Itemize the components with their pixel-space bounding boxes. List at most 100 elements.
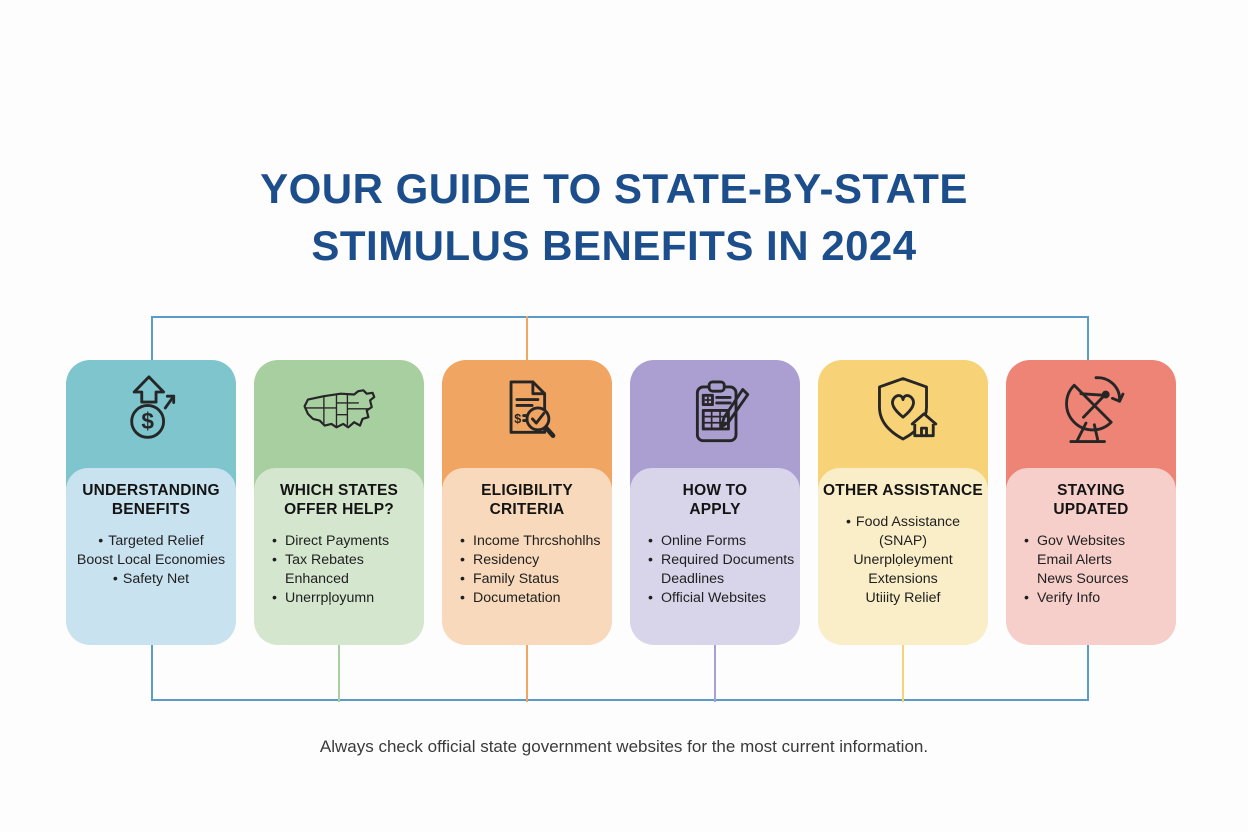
card-list: • Targeted Relief Boost Local Economies •… xyxy=(66,532,236,589)
bullet-marker: • xyxy=(460,552,465,568)
page-title-line1: YOUR GUIDE TO STATE-BY-STATE xyxy=(260,165,968,212)
card-eligibility-criteria: $ ELIGIBILITY CRITERIA • Income Thrcshohl… xyxy=(442,360,612,645)
list-item-text: Unerrpļoyumn xyxy=(285,590,375,606)
list-item: • Food Assistance xyxy=(820,513,986,532)
card-title: STAYING UPDATED xyxy=(1010,481,1172,519)
bullet-marker: • xyxy=(648,590,653,606)
bullet-marker: • xyxy=(648,552,653,568)
card-title: HOW TO APPLY xyxy=(634,481,796,519)
money-growth-icon: $ xyxy=(130,375,176,439)
connector-stub-bottom-states xyxy=(338,645,340,702)
bullet-marker: • xyxy=(272,590,277,606)
card-title-line: UNDERSTANDING xyxy=(82,482,220,499)
document-magnifier-icon: $ xyxy=(509,380,556,438)
connector-stub-bottom-apply xyxy=(714,645,716,702)
list-item: • Targeted Relief xyxy=(68,532,234,551)
card-how-to-apply: HOW TO APPLY • Online Forms • Required Doc… xyxy=(630,360,800,645)
card-which-states-offer-help: WHICH STATES OFFER HELP? • Direct Payment… xyxy=(254,360,424,645)
bullet-marker: • xyxy=(845,514,851,530)
card-body: HOW TO APPLY • Online Forms • Required Doc… xyxy=(630,468,800,645)
list-item: • Income Thrcshohlhs xyxy=(460,532,609,551)
card-title: UNDERSTANDING BENEFITS xyxy=(70,481,232,519)
footer-disclaimer: Always check official state government w… xyxy=(319,737,929,756)
shield-heart-house-icon xyxy=(878,377,938,441)
list-item-text: Safety Net xyxy=(122,571,190,587)
list-item-text: Verify Info xyxy=(1037,590,1101,606)
list-item: Enhanced xyxy=(272,570,421,589)
card-title: OTHER ASSISTANCE xyxy=(822,481,984,500)
card-body: UNDERSTANDING BENEFITS • Targeted Relief … xyxy=(66,468,236,645)
list-item: Boost Local Economies xyxy=(68,551,234,570)
bullet-marker: • xyxy=(1024,590,1029,606)
card-staying-updated: STAYING UPDATED • Gov Websites Email Aler… xyxy=(1006,360,1176,645)
list-item-text: Online Forms xyxy=(661,533,747,549)
list-item: • Official Websites xyxy=(648,589,797,608)
list-item: • Online Forms xyxy=(648,532,797,551)
list-item-text: Gov Websites xyxy=(1037,533,1126,549)
card-title-line: CRITERIA xyxy=(489,501,565,518)
card-title: ELIGIBILITY CRITERIA xyxy=(446,481,608,519)
list-item: • Verify Info xyxy=(1024,589,1173,608)
list-item: • Family Status xyxy=(460,570,609,589)
card-understanding-benefits: $ UNDERSTANDING BENEFITS • Targeted Relie… xyxy=(66,360,236,645)
svg-text:$: $ xyxy=(141,408,154,434)
list-item: • Unerrpļoyumn xyxy=(272,589,421,608)
connector-stub-bottom-eligibility xyxy=(526,645,528,702)
card-title-line: UPDATED xyxy=(1053,501,1129,518)
bullet-marker: • xyxy=(112,571,118,587)
list-item-text: Unerplọleyment xyxy=(853,552,953,568)
list-item: News Sources xyxy=(1024,570,1173,589)
list-item: Deadlines xyxy=(648,570,797,589)
list-item: • Direct Payments xyxy=(272,532,421,551)
connector-stub-top-eligibility xyxy=(526,316,528,362)
list-item-text: Required Documents xyxy=(661,552,795,568)
list-item-text: Direct Payments xyxy=(285,533,390,549)
card-title-line: APPLY xyxy=(689,501,741,518)
bullet-marker: • xyxy=(98,533,104,549)
card-body: WHICH STATES OFFER HELP? • Direct Payment… xyxy=(254,468,424,645)
svg-text:$: $ xyxy=(514,412,521,426)
list-item: • Documetation xyxy=(460,589,609,608)
list-item-text: Enhanced xyxy=(285,571,349,587)
list-item: • Tax Rebates xyxy=(272,551,421,570)
connector-stub-bottom-assistance xyxy=(902,645,904,702)
card-title-line: BENEFITS xyxy=(111,501,191,518)
card-list: • Food Assistance (SNAP) Unerplọleyment E… xyxy=(818,513,988,608)
list-item-text: Tax Rebates xyxy=(285,552,364,568)
bullet-marker: • xyxy=(460,590,465,606)
card-title-line: WHICH STATES xyxy=(279,482,399,499)
list-item: • Required Documents xyxy=(648,551,797,570)
list-item-text: Documetation xyxy=(473,590,561,606)
list-item-text: Targeted Relief xyxy=(108,533,204,549)
us-map-icon xyxy=(303,389,376,429)
card-title: WHICH STATES OFFER HELP? xyxy=(258,481,420,519)
card-title-line: OTHER ASSISTANCE xyxy=(823,482,983,499)
list-item: Extensions xyxy=(820,570,986,589)
card-title-line: HOW TO xyxy=(682,482,748,499)
card-body: ELIGIBILITY CRITERIA • Income Thrcshohlhs… xyxy=(442,468,612,645)
card-title-line: STAYING xyxy=(1057,482,1125,499)
list-item-text: (SNAP) xyxy=(878,533,928,549)
page-title-line2: STIMULUS BENEFITS IN 2024 xyxy=(311,222,917,269)
bullet-marker: • xyxy=(1024,533,1029,549)
card-body: OTHER ASSISTANCE • Food Assistance (SNAP)… xyxy=(818,468,988,645)
list-item-text: Email Alerts xyxy=(1037,552,1112,568)
list-item: • Gov Websites xyxy=(1024,532,1173,551)
list-item-text: Deadlines xyxy=(661,571,725,587)
list-item-text: Food Assistance xyxy=(855,514,961,530)
list-item: Unerplọleyment xyxy=(820,551,986,570)
bullet-marker: • xyxy=(272,552,277,568)
list-item-text: Utiiity Relief xyxy=(865,590,941,606)
list-item-text: Family Status xyxy=(473,571,559,587)
list-item-text: Official Websites xyxy=(661,590,767,606)
list-item-text: Residency xyxy=(473,552,540,568)
clipboard-pencil-icon xyxy=(695,380,750,443)
list-item-text: News Sources xyxy=(1037,571,1129,587)
bullet-marker: • xyxy=(460,533,465,549)
bullet-marker: • xyxy=(460,571,465,587)
list-item: Utiiity Relief xyxy=(820,589,986,608)
card-list: • Direct Payments • Tax Rebates Enhanced •… xyxy=(254,532,424,608)
list-item-text: Income Thrcshohlhs xyxy=(473,533,601,549)
list-item: Email Alerts xyxy=(1024,551,1173,570)
